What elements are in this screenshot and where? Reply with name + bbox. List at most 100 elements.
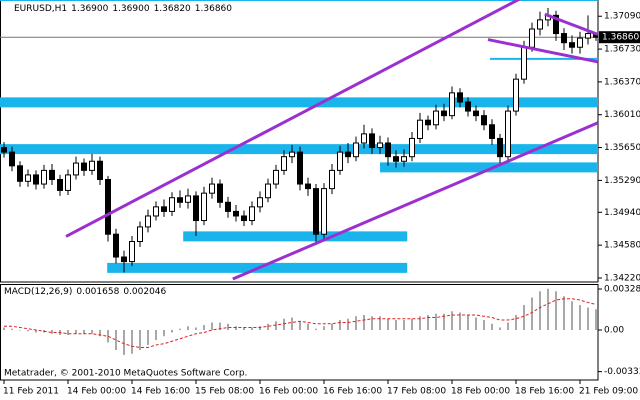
- macd-bar: [251, 327, 253, 330]
- macd-bar: [187, 326, 189, 330]
- macd-bar: [363, 315, 365, 330]
- x-tick-label: 21 Feb 09:00: [579, 387, 638, 397]
- macd-bar: [147, 329, 149, 345]
- macd-bar: [299, 321, 301, 330]
- candle-body: [153, 206, 159, 217]
- candle-body: [9, 151, 15, 167]
- macd-bar: [523, 305, 525, 330]
- macd-bar: [283, 318, 285, 330]
- macd-bar: [371, 316, 373, 330]
- candle-body: [177, 197, 183, 203]
- candle-body: [273, 169, 279, 185]
- macd-y-tick-label: 0.00: [604, 325, 624, 335]
- candle-body: [41, 169, 47, 185]
- macd-bar: [347, 318, 349, 330]
- trend-line: [65, 0, 521, 238]
- macd-bar: [451, 311, 453, 330]
- candle-body: [161, 206, 167, 212]
- macd-bar: [139, 329, 141, 350]
- candle-body: [329, 169, 335, 190]
- macd-bar: [491, 323, 493, 330]
- macd-label: MACD(12,26,9): [4, 287, 72, 297]
- macd-bar: [91, 329, 93, 334]
- candle-body: [49, 169, 55, 180]
- macd-bar: [163, 329, 165, 337]
- y-tick-label: 1.34940: [604, 208, 640, 218]
- macd-bar: [275, 321, 277, 330]
- candle-body: [137, 226, 143, 243]
- macd-bar: [435, 313, 437, 330]
- candle-body: [217, 183, 223, 203]
- candle-body: [513, 78, 519, 112]
- macd-bar: [395, 320, 397, 330]
- bid-tag: [599, 31, 640, 44]
- candle-body: [281, 156, 287, 171]
- candle-body: [361, 133, 367, 144]
- candle-body: [529, 28, 535, 48]
- macd-bar: [211, 322, 213, 330]
- macd-bar: [75, 329, 77, 334]
- macd-bar: [587, 307, 589, 330]
- candle-body: [81, 162, 87, 171]
- macd-bar: [459, 312, 461, 330]
- macd-bar: [595, 309, 597, 330]
- y-tick-label: 1.36730: [604, 45, 640, 55]
- macd-bar: [515, 315, 517, 330]
- macd-bar: [539, 291, 541, 330]
- candle-body: [425, 119, 431, 126]
- candle-body: [121, 256, 127, 263]
- macd-bar: [547, 288, 549, 330]
- macd-bar: [355, 316, 357, 330]
- trend-line: [544, 12, 598, 36]
- candle-body: [169, 197, 175, 212]
- header-high: 1.36900: [112, 4, 149, 14]
- candle-body: [481, 115, 487, 126]
- macd-bar: [427, 315, 429, 330]
- macd-bar: [243, 327, 245, 330]
- macd-bar: [555, 291, 557, 330]
- candle-body: [353, 142, 359, 158]
- candle-body: [145, 215, 151, 228]
- candle-body: [385, 142, 391, 158]
- macd-bar: [35, 329, 37, 333]
- macd-bar: [123, 329, 125, 355]
- candle-body: [585, 33, 591, 39]
- y-tick-label: 1.35650: [604, 143, 640, 153]
- candle-body: [449, 92, 455, 117]
- macd-bar: [315, 328, 317, 330]
- macd-bar: [195, 327, 197, 330]
- macd-bar: [171, 329, 173, 333]
- y-tick-label: 1.35290: [604, 176, 640, 186]
- macd-y-tick-label: -0.003334: [604, 367, 640, 377]
- candle-body: [521, 46, 527, 80]
- candle-body: [17, 165, 23, 182]
- candle-body: [561, 33, 567, 44]
- candle-body: [265, 183, 271, 199]
- candle-body: [185, 195, 191, 203]
- candle-body: [505, 110, 511, 158]
- macd-bar: [563, 296, 565, 330]
- macd-bar: [403, 320, 405, 330]
- macd-bar: [3, 327, 5, 330]
- header-low: 1.36820: [154, 4, 191, 14]
- main-pane: [0, 0, 598, 281]
- candle-body: [409, 137, 415, 158]
- x-tick-label: 11 Feb 2011: [3, 387, 59, 397]
- candle-body: [33, 174, 39, 185]
- candle-body: [257, 197, 263, 208]
- macd-bar: [227, 323, 229, 330]
- macd-bar: [483, 320, 485, 330]
- candle-body: [73, 162, 79, 176]
- y-tick-label: 1.36370: [604, 77, 640, 87]
- candle-body: [305, 183, 311, 190]
- macd-bar: [579, 305, 581, 330]
- candle-body: [345, 151, 351, 158]
- candle-body: [569, 42, 575, 48]
- candle-body: [553, 14, 559, 35]
- candle-body: [321, 188, 327, 235]
- macd-bar: [267, 323, 269, 330]
- macd-bar: [19, 329, 21, 331]
- candle-body: [369, 133, 375, 149]
- header-open: 1.36900: [71, 4, 108, 14]
- y-tick-label: 1.37090: [604, 12, 640, 22]
